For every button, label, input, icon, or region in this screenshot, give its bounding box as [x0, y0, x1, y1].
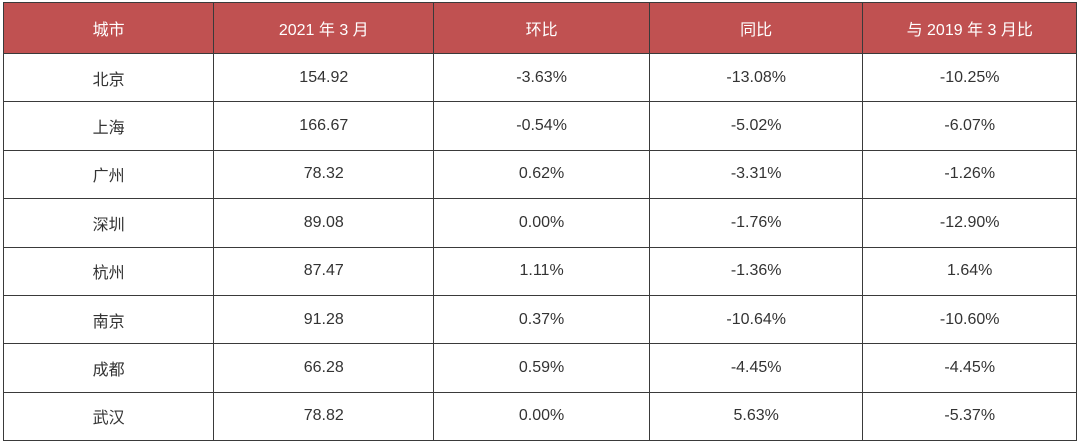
- vs-2019-cell: -10.25%: [862, 52, 1077, 103]
- header-cell-month-value: 2021 年 3 月: [213, 2, 435, 54]
- yoy-cell: -5.02%: [648, 101, 864, 151]
- vs-2019-cell: -6.07%: [862, 101, 1077, 151]
- city-cell: 上海: [2, 101, 215, 151]
- vs-2019-cell: -4.45%: [862, 343, 1077, 393]
- month-value-cell: 89.08: [213, 198, 435, 248]
- header-cell-city: 城市: [2, 2, 215, 54]
- vs-2019-cell: -5.37%: [862, 391, 1077, 442]
- mom-cell: 1.11%: [433, 246, 650, 296]
- header-cell-yoy: 同比: [648, 2, 864, 54]
- month-value-cell: 78.32: [213, 149, 435, 200]
- vs-2019-cell: 1.64%: [862, 246, 1077, 296]
- table-body: 北京 154.92 -3.63% -13.08% -10.25% 上海 166.67 -0.5…: [2, 52, 1077, 442]
- city-cell: 广州: [2, 149, 215, 200]
- city-cell: 武汉: [2, 391, 215, 442]
- table-row: 上海 166.67 -0.54% -5.02% -6.07%: [2, 101, 1077, 151]
- city-cell: 北京: [2, 52, 215, 103]
- header-row: 城市 2021 年 3 月 环比 同比 与 2019 年 3 月比: [2, 2, 1077, 54]
- mom-cell: 0.00%: [433, 391, 650, 442]
- city-cell: 深圳: [2, 198, 215, 248]
- month-value-cell: 154.92: [213, 52, 435, 103]
- yoy-cell: -13.08%: [648, 52, 864, 103]
- mom-cell: 0.62%: [433, 149, 650, 200]
- table-row: 广州 78.32 0.62% -3.31% -1.26%: [2, 149, 1077, 200]
- mom-cell: -0.54%: [433, 101, 650, 151]
- header-cell-mom: 环比: [433, 2, 650, 54]
- table-row: 南京 91.28 0.37% -10.64% -10.60%: [2, 294, 1077, 345]
- mom-cell: 0.59%: [433, 343, 650, 393]
- yoy-cell: -1.76%: [648, 198, 864, 248]
- month-value-cell: 87.47: [213, 246, 435, 296]
- table-row: 武汉 78.82 0.00% 5.63% -5.37%: [2, 391, 1077, 442]
- yoy-cell: -1.36%: [648, 246, 864, 296]
- mom-cell: 0.37%: [433, 294, 650, 345]
- table-row: 深圳 89.08 0.00% -1.76% -12.90%: [2, 198, 1077, 248]
- table-row: 杭州 87.47 1.11% -1.36% 1.64%: [2, 246, 1077, 296]
- vs-2019-cell: -10.60%: [862, 294, 1077, 345]
- month-value-cell: 66.28: [213, 343, 435, 393]
- table-row: 成都 66.28 0.59% -4.45% -4.45%: [2, 343, 1077, 393]
- mom-cell: 0.00%: [433, 198, 650, 248]
- yoy-cell: -10.64%: [648, 294, 864, 345]
- yoy-cell: 5.63%: [648, 391, 864, 442]
- yoy-cell: -4.45%: [648, 343, 864, 393]
- table-row: 北京 154.92 -3.63% -13.08% -10.25%: [2, 52, 1077, 103]
- month-value-cell: 91.28: [213, 294, 435, 345]
- mom-cell: -3.63%: [433, 52, 650, 103]
- yoy-cell: -3.31%: [648, 149, 864, 200]
- city-cell: 杭州: [2, 246, 215, 296]
- city-cell: 成都: [2, 343, 215, 393]
- month-value-cell: 166.67: [213, 101, 435, 151]
- month-value-cell: 78.82: [213, 391, 435, 442]
- city-cell: 南京: [2, 294, 215, 345]
- vs-2019-cell: -12.90%: [862, 198, 1077, 248]
- header-cell-vs-2019: 与 2019 年 3 月比: [862, 2, 1077, 54]
- vs-2019-cell: -1.26%: [862, 149, 1077, 200]
